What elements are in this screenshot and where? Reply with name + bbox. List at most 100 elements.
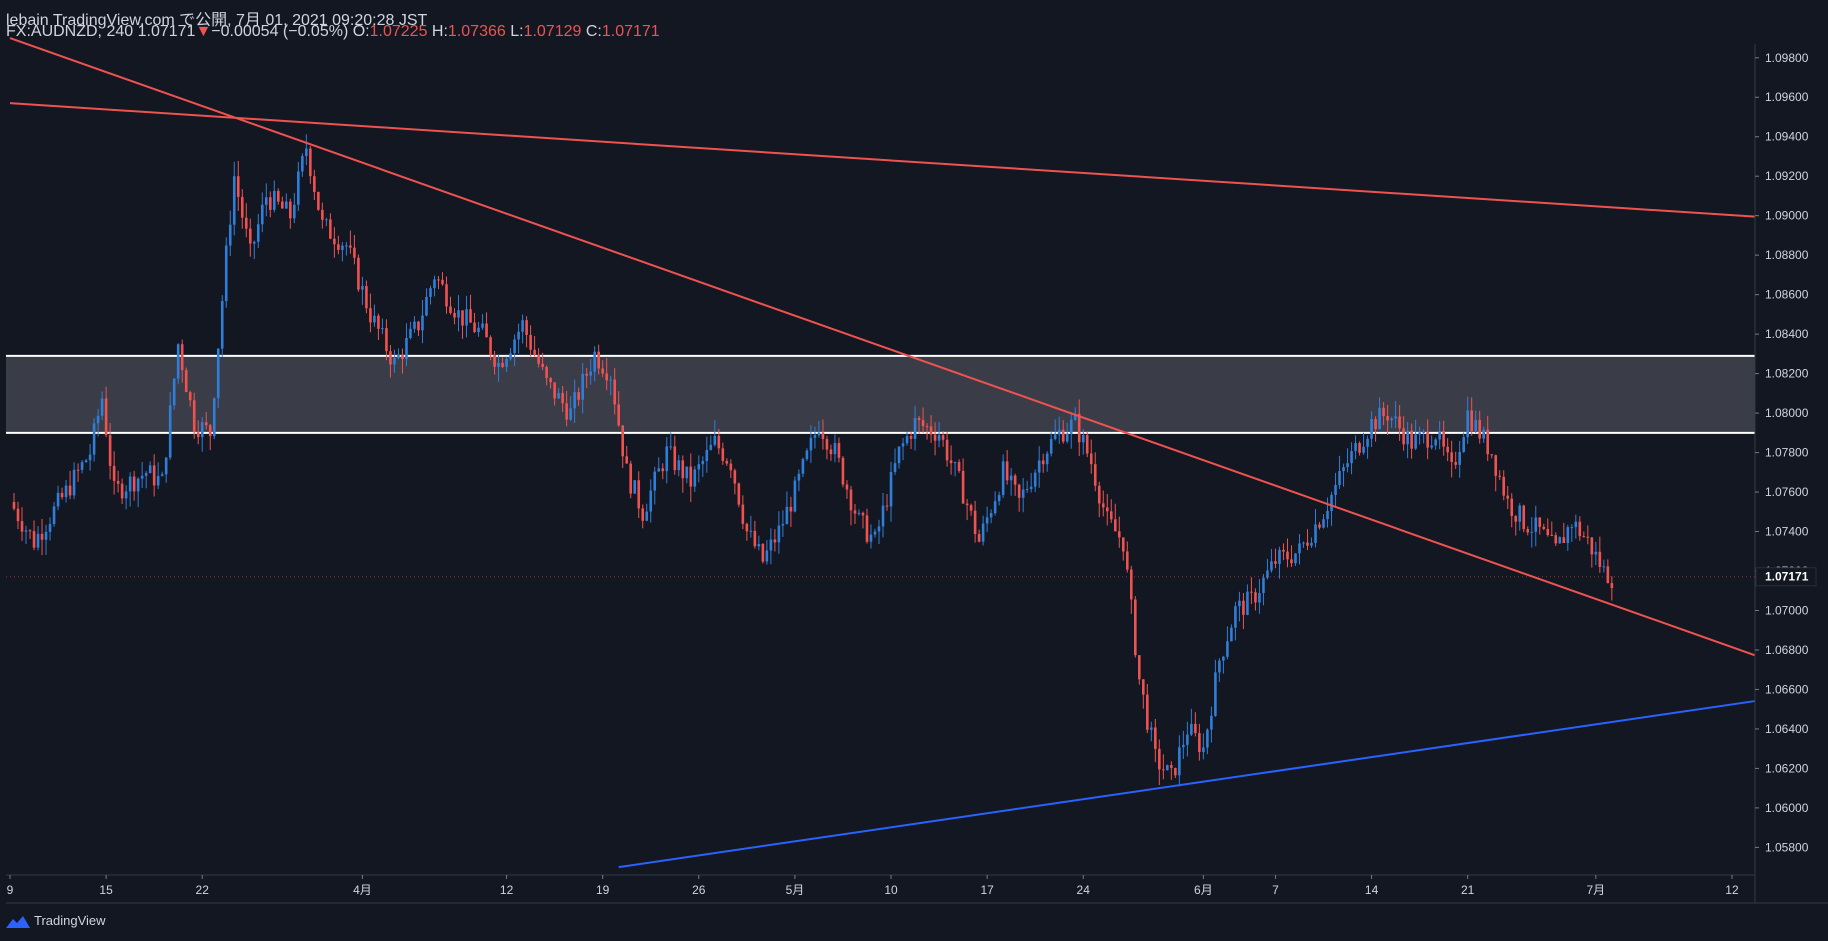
price-tick-label: 1.06600	[1765, 682, 1809, 696]
time-tick-label: 7月	[1586, 883, 1605, 897]
candle-body	[1394, 416, 1397, 419]
candle-body	[397, 354, 400, 358]
candle-body	[1198, 733, 1201, 753]
candle-body	[1370, 419, 1373, 439]
candle-body	[228, 224, 232, 246]
candle-body	[873, 531, 877, 535]
candle-body	[12, 501, 16, 509]
candle-body	[1146, 694, 1149, 730]
trendline-ascending-support[interactable]	[618, 700, 1756, 869]
candle-body	[597, 351, 600, 369]
candle-body	[240, 196, 244, 218]
candle-body	[1150, 727, 1153, 730]
candle-body	[1097, 485, 1101, 504]
candle-body	[665, 446, 669, 472]
candle-body	[1506, 495, 1510, 499]
candle-body	[841, 457, 845, 485]
candle-body	[401, 354, 404, 360]
trendline-descending-trendline[interactable]	[9, 37, 1756, 657]
candle-body	[697, 464, 701, 470]
candle-body	[289, 201, 292, 219]
candle-body	[196, 432, 200, 438]
candle-body	[1013, 475, 1017, 485]
candle-body	[1278, 549, 1281, 564]
candle-body	[973, 510, 977, 535]
candle-body	[1554, 535, 1558, 544]
candle-body	[817, 432, 821, 436]
candle-body	[1302, 542, 1305, 544]
candle-body	[641, 508, 645, 521]
candle-body	[345, 245, 348, 247]
tradingview-brand[interactable]: TradingView	[6, 913, 106, 928]
candle-body	[573, 392, 576, 409]
candle-body	[1266, 570, 1269, 578]
candle-body	[737, 483, 741, 505]
candle-body	[577, 392, 580, 400]
brand-name: TradingView	[34, 913, 106, 928]
candle-body	[369, 308, 372, 323]
price-tick-label: 1.06400	[1765, 722, 1809, 736]
candle-body	[1001, 461, 1005, 496]
candle-body	[212, 398, 216, 437]
candle-body	[164, 457, 168, 475]
candle-body	[325, 219, 328, 221]
candle-body	[329, 219, 332, 239]
candle-body	[473, 322, 476, 333]
candle-body	[417, 321, 420, 331]
price-tick-label: 1.08800	[1765, 248, 1809, 262]
candle-body	[661, 468, 665, 472]
time-tick-label: 21	[1461, 883, 1475, 897]
candle-body	[1081, 435, 1085, 443]
candle-body	[1117, 531, 1121, 538]
low-label: L:	[510, 23, 524, 40]
price-tick-label: 1.06200	[1765, 761, 1809, 775]
candle-body	[1454, 462, 1457, 465]
candle-body	[469, 309, 472, 323]
price-axis[interactable]: 1.09800 1.09600 1.09400 1.09200 1.09000 1.088…	[1755, 51, 1809, 855]
trendline-upper-resistance[interactable]	[9, 102, 1756, 218]
candle-body	[1142, 679, 1145, 695]
candle-body	[52, 506, 56, 525]
candle-body	[809, 437, 813, 451]
candle-body	[1434, 439, 1437, 446]
time-tick-label: 12	[1725, 883, 1739, 897]
price-tick-label: 1.07800	[1765, 446, 1809, 460]
candle-body	[1586, 536, 1590, 538]
last-price: 1.07171	[137, 23, 196, 40]
candle-body	[341, 245, 344, 250]
candle-body	[248, 228, 252, 244]
candle-body	[252, 241, 256, 244]
candle-body	[1009, 475, 1013, 481]
time-tick-label: 9	[7, 883, 14, 897]
candle-body	[565, 403, 568, 420]
candle-body	[997, 495, 1001, 502]
time-axis[interactable]: 9 15 22 4月 12 19 26 5月 10 17 24 6月 7 14 21 7月 12	[7, 875, 1739, 897]
candle-body	[1242, 600, 1245, 615]
candle-body	[1061, 429, 1065, 442]
candle-body	[833, 443, 837, 455]
candle-body	[653, 471, 657, 491]
resistance-zone[interactable]	[6, 355, 1755, 433]
candle-body	[224, 245, 228, 302]
candle-body	[168, 405, 172, 458]
candle-body	[297, 171, 300, 205]
candle-body	[949, 460, 953, 464]
candle-body	[1134, 599, 1137, 656]
candle-body	[317, 191, 320, 210]
candle-body	[433, 279, 436, 289]
candle-body	[733, 470, 737, 484]
publish-info: lebain TradingView.com で公開, 7月 01, 2021 …	[6, 12, 428, 29]
candle-body	[657, 468, 661, 472]
candle-body	[1530, 531, 1534, 533]
candle-body	[581, 373, 584, 400]
candle-body	[1326, 510, 1329, 520]
candle-body	[985, 517, 989, 524]
candle-body	[1069, 419, 1073, 434]
candle-body	[220, 301, 224, 349]
symbol-name[interactable]: FX:AUDNZD, 240	[6, 23, 134, 40]
candle-body	[1045, 453, 1049, 465]
candle-body	[1526, 529, 1530, 533]
candle-body	[1610, 583, 1614, 589]
candle-body	[753, 530, 757, 547]
